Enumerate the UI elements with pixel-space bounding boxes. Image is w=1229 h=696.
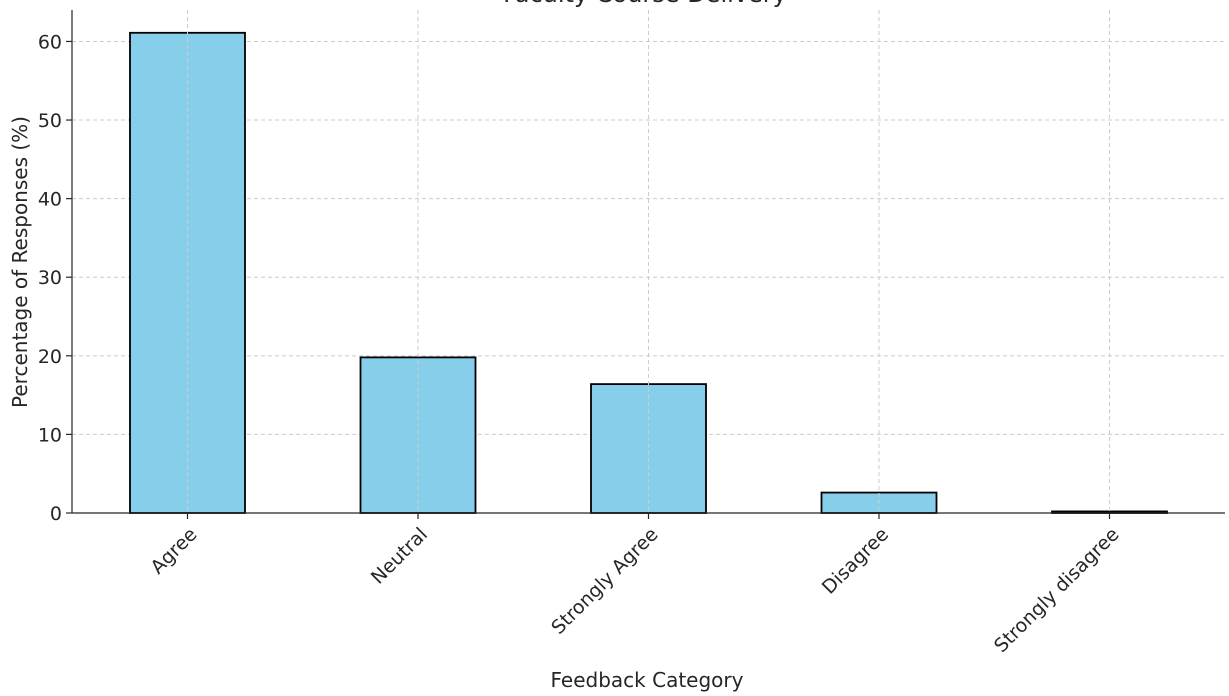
y-tick-label: 60 — [38, 31, 62, 53]
y-ticks: 0 10 20 30 40 50 60 — [38, 31, 72, 525]
y-axis-label: Percentage of Responses (%) — [8, 116, 32, 408]
x-tick-label: Disagree — [818, 523, 893, 598]
y-tick-label: 40 — [38, 189, 62, 211]
x-tick-label: Strongly Agree — [547, 523, 662, 638]
chart-title: Faculty Course Delivery — [503, 0, 787, 8]
y-tick-label: 10 — [38, 424, 62, 446]
x-tick-label: Neutral — [367, 523, 432, 588]
y-tick-label: 30 — [38, 267, 62, 289]
x-tick-label: Strongly disagree — [990, 523, 1124, 657]
x-ticks: Agree Neutral Strongly Agree Disagree Strong… — [146, 513, 1124, 657]
y-tick-label: 50 — [38, 110, 62, 132]
bars-layer — [129, 10, 1168, 514]
x-tick-label: Agree — [146, 523, 201, 578]
y-tick-label: 0 — [50, 503, 62, 525]
y-tick-label: 20 — [38, 346, 62, 368]
x-axis-label: Feedback Category — [551, 668, 744, 692]
